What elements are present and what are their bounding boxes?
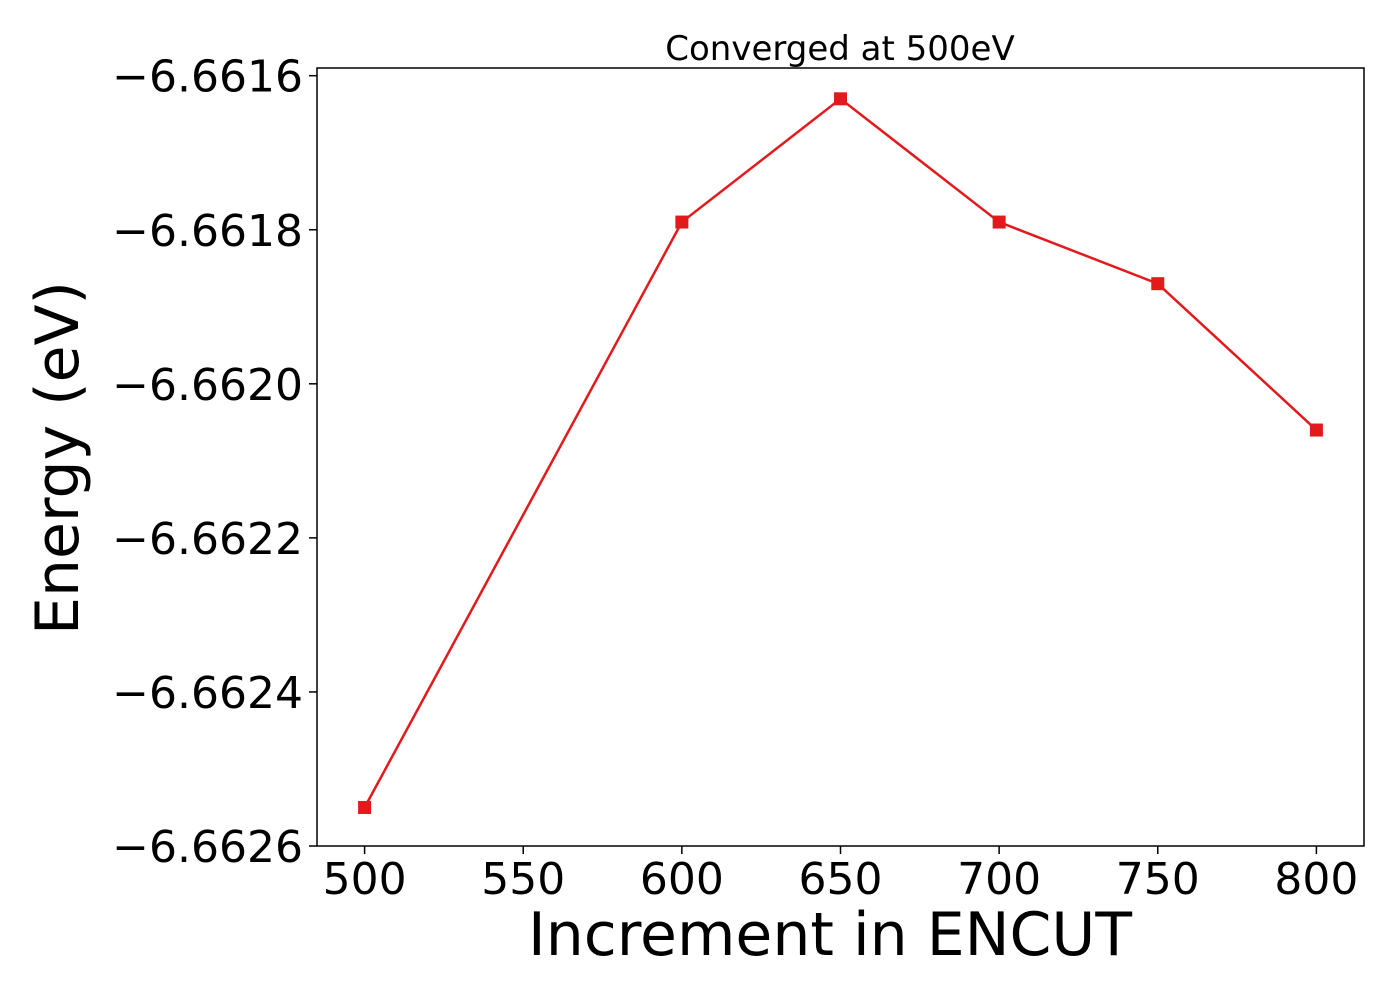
x-axis-label: Increment in ENCUT bbox=[528, 900, 1132, 970]
data-point-650 bbox=[834, 92, 847, 106]
data-point-600 bbox=[675, 215, 689, 229]
y-axis: −6.6626 −6.6624 −6.6622 −6.6620 −6.6618 −6.66… bbox=[112, 52, 317, 873]
y-tick-label-4: −6.6618 bbox=[112, 206, 303, 257]
series-group bbox=[358, 92, 1323, 814]
y-tick-label-2: −6.6622 bbox=[112, 514, 303, 565]
y-tick-label-1: −6.6624 bbox=[112, 668, 303, 719]
data-point-800 bbox=[1309, 423, 1323, 437]
data-point-500 bbox=[358, 800, 372, 814]
y-axis-label: Energy (eV) bbox=[23, 281, 93, 635]
y-tick-label-0: −6.6626 bbox=[112, 822, 303, 873]
series-line-0 bbox=[363, 97, 1318, 809]
y-tick-label-5: −6.6616 bbox=[112, 52, 303, 103]
x-axis: 500 550 600 650 700 750 800 bbox=[323, 846, 1358, 905]
x-tick-label-800: 800 bbox=[1274, 854, 1358, 905]
plot-frame bbox=[316, 67, 1365, 847]
x-tick-label-550: 550 bbox=[481, 854, 565, 905]
x-tick-label-600: 600 bbox=[640, 854, 724, 905]
chart-title: Converged at 500eV bbox=[665, 29, 1014, 69]
x-tick-label-500: 500 bbox=[323, 854, 407, 905]
x-tick-label-700: 700 bbox=[957, 854, 1041, 905]
x-tick-label-650: 650 bbox=[799, 854, 883, 905]
x-tick-label-750: 750 bbox=[1116, 854, 1200, 905]
data-point-700 bbox=[992, 215, 1006, 229]
data-point-750 bbox=[1151, 277, 1165, 291]
y-tick-label-3: −6.6620 bbox=[112, 360, 303, 411]
